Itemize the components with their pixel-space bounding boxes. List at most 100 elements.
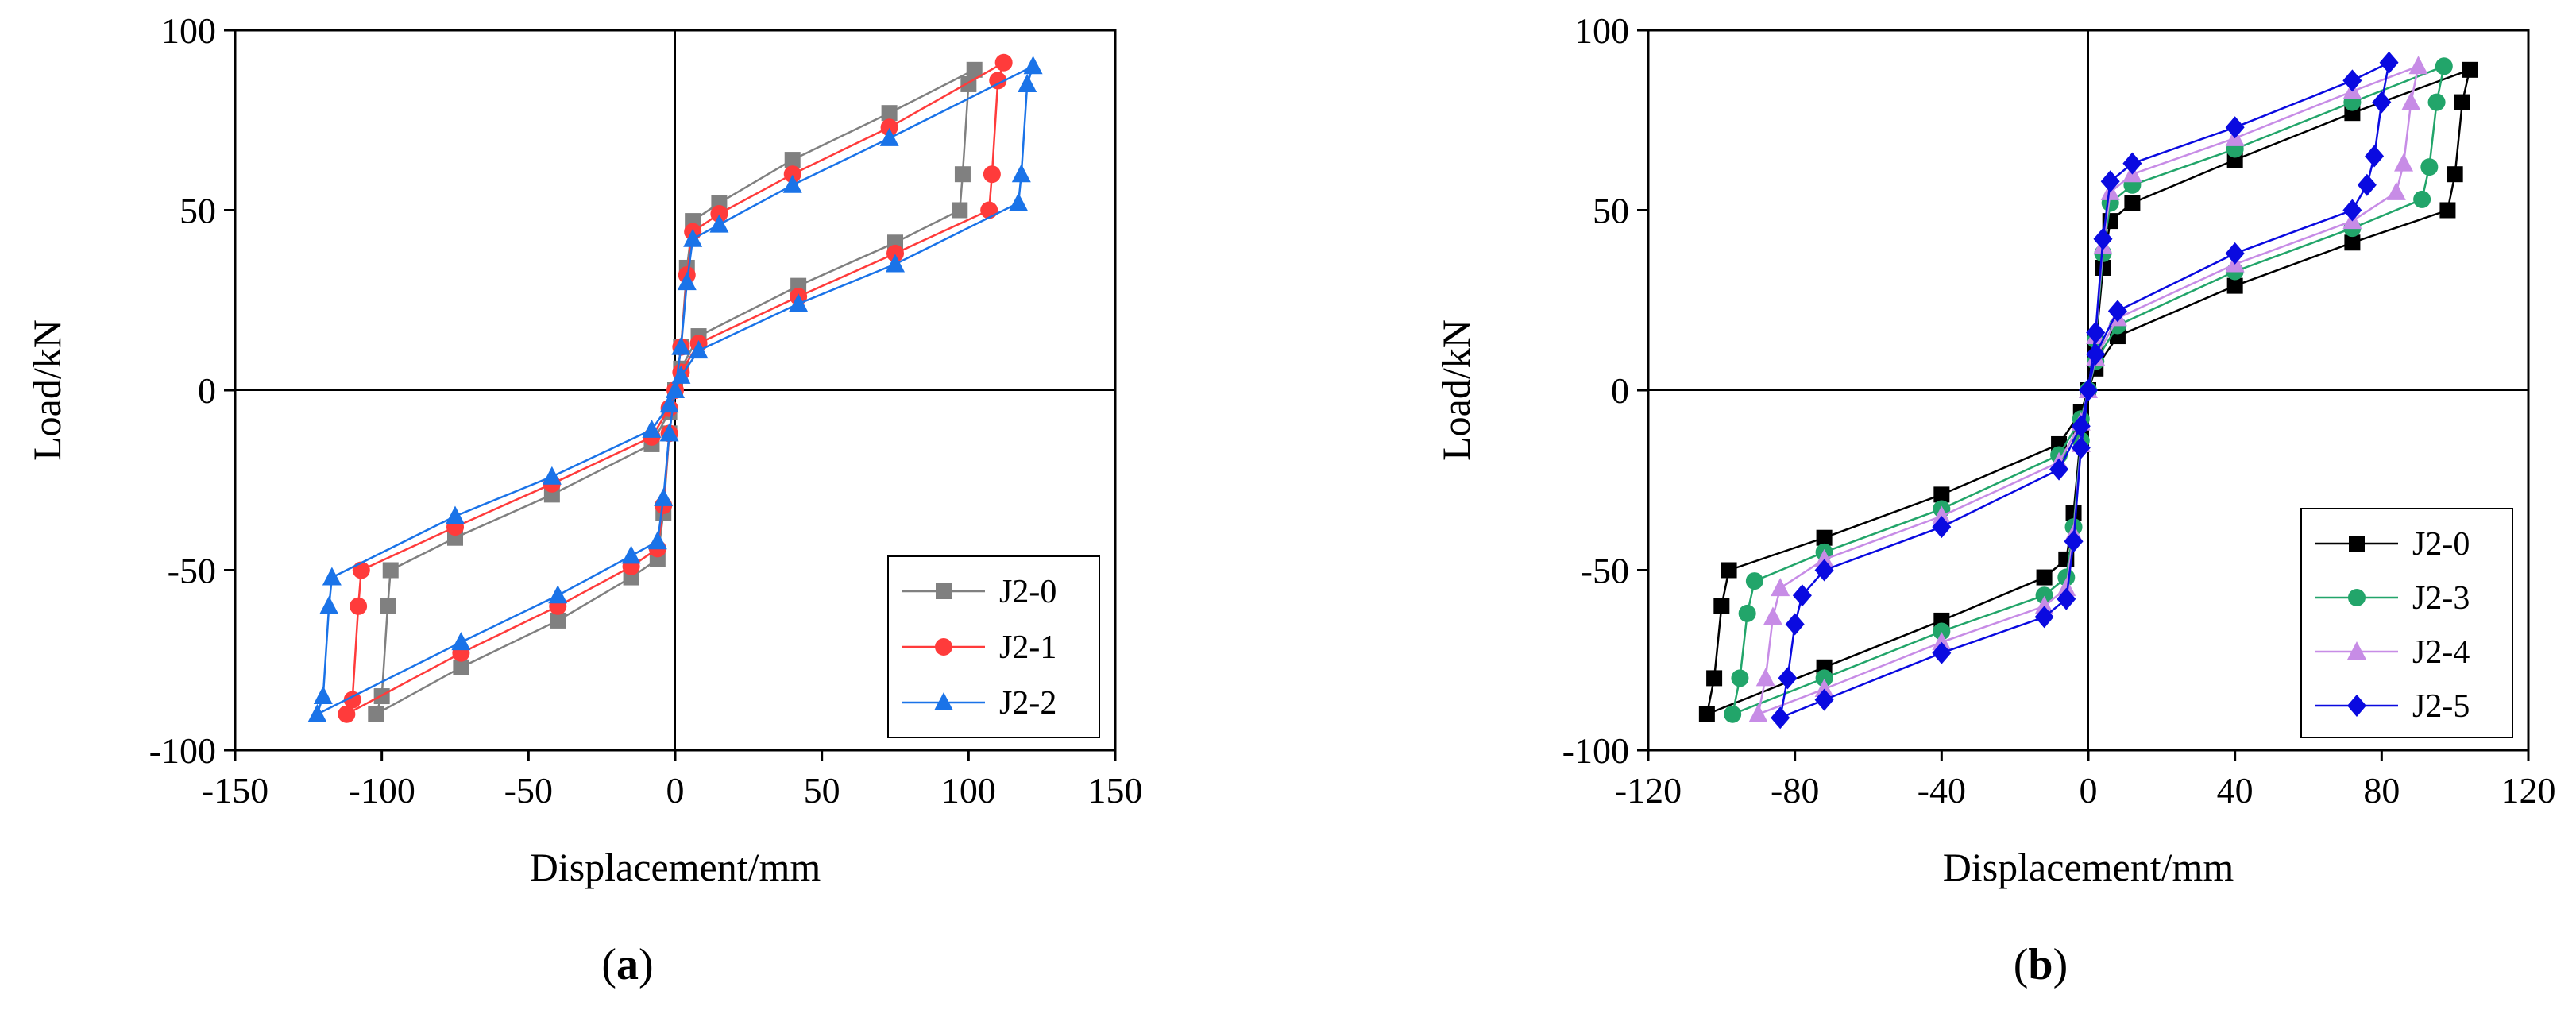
panel-a-data-point bbox=[313, 686, 333, 705]
panel-b-data-point bbox=[2035, 586, 2053, 605]
panel-a-legend-marker bbox=[934, 692, 953, 710]
panel-b-data-point bbox=[2454, 94, 2470, 110]
panel-b-data-point bbox=[1745, 572, 1763, 590]
panel-b-data-point bbox=[2086, 321, 2106, 344]
panel-b-data-point bbox=[2093, 227, 2113, 250]
panel-b-x-tick-label: 80 bbox=[2363, 770, 2400, 811]
panel-a-data-point bbox=[453, 659, 469, 675]
panel-a-y-tick-label: 100 bbox=[161, 10, 216, 51]
panel-a-data-point bbox=[621, 545, 641, 564]
panel-a-data-point bbox=[881, 105, 898, 122]
panel-b-data-point bbox=[1814, 688, 1834, 711]
panel-b-data-point bbox=[1763, 606, 1782, 625]
panel-a-data-point bbox=[548, 585, 568, 604]
panel-a-data-point bbox=[319, 595, 339, 614]
panel-a-data-point bbox=[322, 567, 342, 586]
panel-b-data-point bbox=[1698, 706, 1715, 722]
panel-b-data-point bbox=[2372, 91, 2392, 114]
panel-b-data-point bbox=[1755, 668, 1775, 687]
panel-b-data-point bbox=[1932, 632, 1952, 651]
panel-b-data-point bbox=[2079, 379, 2098, 401]
panel-a-data-point bbox=[952, 202, 968, 219]
panel-a-x-tick-label: 100 bbox=[941, 770, 996, 811]
panel-b-data-point bbox=[2034, 606, 2054, 629]
panel-b-data-point bbox=[1933, 486, 1950, 503]
panel-b-legend-marker bbox=[2348, 589, 2366, 606]
panel-b-data-point bbox=[1814, 559, 1834, 582]
panel-b-x-tick-label: -40 bbox=[1918, 770, 1966, 811]
panel-b-legend: J2-0 J2-3 J2-4 J2-5 bbox=[2300, 508, 2513, 738]
panel-b-data-point bbox=[1785, 613, 1805, 636]
panel-b-data-point bbox=[2420, 158, 2439, 176]
panel-b-data-point bbox=[1932, 505, 1952, 524]
panel-a-data-point bbox=[782, 174, 802, 193]
panel-a-data-point bbox=[783, 165, 801, 184]
panel-a-data-point bbox=[879, 127, 899, 146]
panel-a-data-point bbox=[659, 394, 679, 413]
panel-a-data-point bbox=[709, 214, 729, 233]
panel-b-data-point bbox=[2401, 91, 2421, 110]
panel-b-data-point bbox=[2408, 56, 2428, 75]
panel-b-data-point bbox=[1792, 584, 1812, 607]
panel-b-data-point bbox=[1771, 706, 1790, 730]
panel-a-data-point bbox=[451, 632, 471, 651]
panel-b-data-point bbox=[1713, 598, 1730, 614]
panel-a-data-point bbox=[983, 165, 1001, 184]
panel-b-data-point bbox=[2379, 51, 2399, 74]
panel-a-data-point bbox=[710, 205, 728, 223]
panel-b-data-point bbox=[2357, 173, 2377, 196]
panel-a-legend: J2-0 J2-1 J2-2 bbox=[887, 555, 1100, 738]
panel-b-data-point bbox=[2057, 578, 2076, 597]
panel-a-data-point bbox=[677, 272, 697, 291]
panel-b-x-axis-title: Displacement/mm bbox=[1943, 845, 2234, 889]
panel-b-data-point bbox=[2413, 190, 2431, 208]
panel-b-y-axis-title: Load/kN bbox=[1434, 319, 1478, 461]
panel-a-x-tick-label: -100 bbox=[349, 770, 415, 811]
panel-a-y-axis-title: Load/kN bbox=[25, 319, 69, 461]
panel-a-panel-label: (a) bbox=[601, 940, 653, 989]
panel-b-data-point bbox=[2100, 170, 2120, 193]
panel-a-data-point bbox=[659, 423, 679, 442]
panel-b-data-point bbox=[2344, 234, 2361, 251]
panel-a-data-point bbox=[980, 201, 998, 219]
panel-a-data-point bbox=[886, 254, 905, 273]
panel-b-legend-label: J2-0 bbox=[2412, 526, 2470, 563]
panel-b-x-tick-label: -80 bbox=[1771, 770, 1819, 811]
panel-a-data-point bbox=[886, 244, 904, 262]
panel-a-data-point bbox=[994, 53, 1013, 72]
panel-a-data-point bbox=[307, 703, 327, 722]
panel-b-data-point bbox=[2107, 300, 2127, 323]
panel-b-y-tick-label: 50 bbox=[1593, 191, 1629, 231]
panel-b-data-point bbox=[2124, 195, 2141, 211]
panel-a-data-point bbox=[642, 419, 662, 438]
panel-a-x-axis-title: Displacement/mm bbox=[530, 845, 821, 889]
panel-a-series-J2-2 bbox=[307, 56, 1043, 722]
panel-b-data-point bbox=[1771, 578, 1790, 597]
panel-a-data-point bbox=[550, 612, 566, 629]
panel-b-legend-marker bbox=[2347, 695, 2366, 717]
panel-a-data-point bbox=[382, 562, 399, 579]
panel-a-data-point bbox=[542, 466, 562, 485]
panel-a-y-tick-label: -100 bbox=[149, 730, 216, 771]
panel-b-legend-label: J2-4 bbox=[2412, 634, 2470, 671]
panel-b-data-point bbox=[2365, 145, 2385, 168]
panel-a-data-point bbox=[350, 597, 368, 615]
panel-a-data-point bbox=[647, 531, 667, 550]
panel-b-x-tick-label: -120 bbox=[1615, 770, 1682, 811]
panel-a-data-point bbox=[380, 598, 396, 614]
panel-a-legend-marker bbox=[935, 638, 952, 656]
panel-b-data-point bbox=[2226, 277, 2243, 294]
panel-b-data-point bbox=[1721, 562, 1737, 579]
panel-a-data-point bbox=[352, 561, 370, 579]
panel-a-legend-label: J2-1 bbox=[999, 629, 1056, 666]
panel-b-data-point bbox=[1816, 529, 1833, 546]
panel-b-data-point bbox=[2034, 595, 2054, 614]
panel-b-data-point bbox=[1748, 703, 1768, 722]
panel-b-x-tick-label: 120 bbox=[2501, 770, 2556, 811]
panel-b-data-point bbox=[2057, 587, 2076, 610]
panel-b-data-point bbox=[2342, 69, 2362, 92]
panel-a: -150 -100 -50 0 50 100 150-100-50050100Displac… bbox=[25, 10, 1143, 989]
panel-b-data-point bbox=[1706, 670, 1723, 687]
panel-b-data-point bbox=[2225, 242, 2245, 265]
